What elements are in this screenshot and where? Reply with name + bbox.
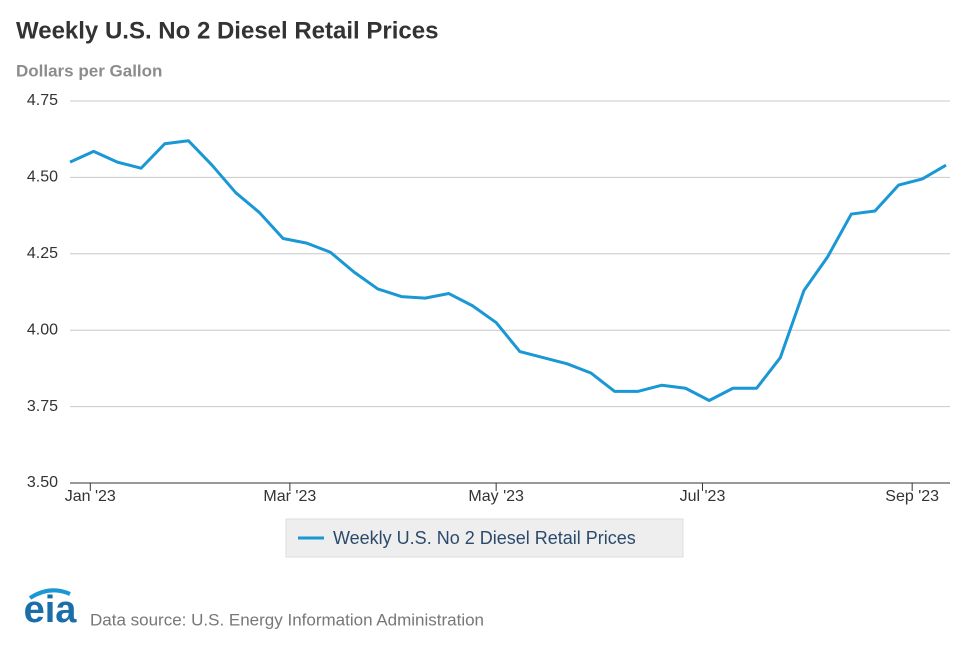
y-tick-label: 3.50 (27, 474, 58, 491)
y-tick-label: 4.50 (27, 169, 58, 186)
x-tick-label: Jul '23 (680, 488, 726, 505)
x-tick-label: Sep '23 (885, 488, 939, 505)
chart-title: Weekly U.S. No 2 Diesel Retail Prices (16, 17, 438, 44)
x-tick-label: May '23 (468, 488, 524, 505)
legend-label: Weekly U.S. No 2 Diesel Retail Prices (333, 528, 636, 548)
y-tick-label: 4.75 (27, 92, 58, 109)
logo-swoosh (28, 588, 71, 600)
y-tick-label: 3.75 (27, 398, 58, 415)
data-line (69, 139, 947, 402)
y-tick-label: 4.00 (27, 321, 58, 338)
y-tick-label: 4.25 (27, 245, 58, 262)
x-tick-label: Mar '23 (263, 488, 316, 505)
source-note: Data source: U.S. Energy Information Adm… (90, 610, 484, 629)
x-tick-label: Jan '23 (65, 488, 116, 505)
y-axis-label: Dollars per Gallon (16, 61, 162, 80)
legend-box (285, 518, 684, 558)
